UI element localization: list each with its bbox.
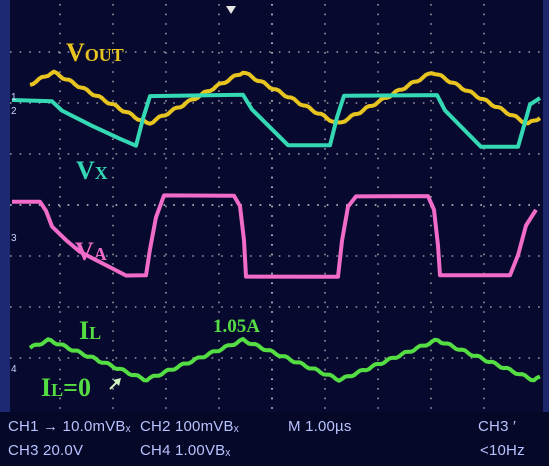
- va-label-main: V: [75, 237, 94, 266]
- ch2-setting: CH2 100mVBₓ: [140, 418, 239, 435]
- il-peak-label: 1.05A: [213, 316, 260, 337]
- va-label: VA: [75, 239, 107, 265]
- il-zero-label-sub: L: [51, 380, 64, 400]
- ch1-setting: CH1 → 10.0mVBₓ: [8, 418, 131, 435]
- il-trace: [28, 337, 541, 383]
- ch4-setting: CH4 1.00VBₓ: [140, 442, 231, 459]
- il-zero-label-main: I: [41, 373, 52, 402]
- ch1-marker: 1: [11, 92, 17, 103]
- il-label: IL: [79, 318, 101, 344]
- il-zero-label-eq: =0: [63, 373, 91, 402]
- trigger-setting: CH3 ′: [478, 418, 516, 435]
- vx-label-sub: X: [94, 163, 108, 183]
- vout-trace: [29, 69, 542, 126]
- vout-label: VOUT: [66, 40, 124, 66]
- vout-label-main: V: [66, 38, 85, 67]
- vout-label-sub: OUT: [84, 45, 124, 65]
- arrow-up-right-icon: [109, 378, 121, 390]
- il-zero-label: IL=0: [41, 375, 91, 401]
- vx-label: VX: [76, 158, 108, 184]
- ch3-marker: 3: [11, 233, 17, 244]
- va-trace: [12, 193, 538, 279]
- left-bezel: [0, 0, 10, 466]
- vx-trace: [11, 92, 542, 149]
- trigger-frequency: <10Hz: [480, 442, 525, 459]
- trigger-position-icon: [226, 6, 236, 14]
- ch2-marker: 2: [11, 106, 17, 117]
- ch4-marker: 4: [11, 364, 17, 375]
- vx-label-main: V: [76, 156, 95, 185]
- va-label-sub: A: [93, 244, 107, 264]
- il-label-main: I: [79, 316, 90, 345]
- il-label-sub: L: [89, 323, 102, 343]
- right-bezel: [543, 0, 549, 466]
- ch3-setting: CH3 20.0V: [8, 442, 84, 459]
- timebase-setting: M 1.00µs: [288, 418, 352, 435]
- status-bar: CH1 → 10.0mVBₓ CH2 100mVBₓ M 1.00µs CH3 …: [0, 412, 549, 466]
